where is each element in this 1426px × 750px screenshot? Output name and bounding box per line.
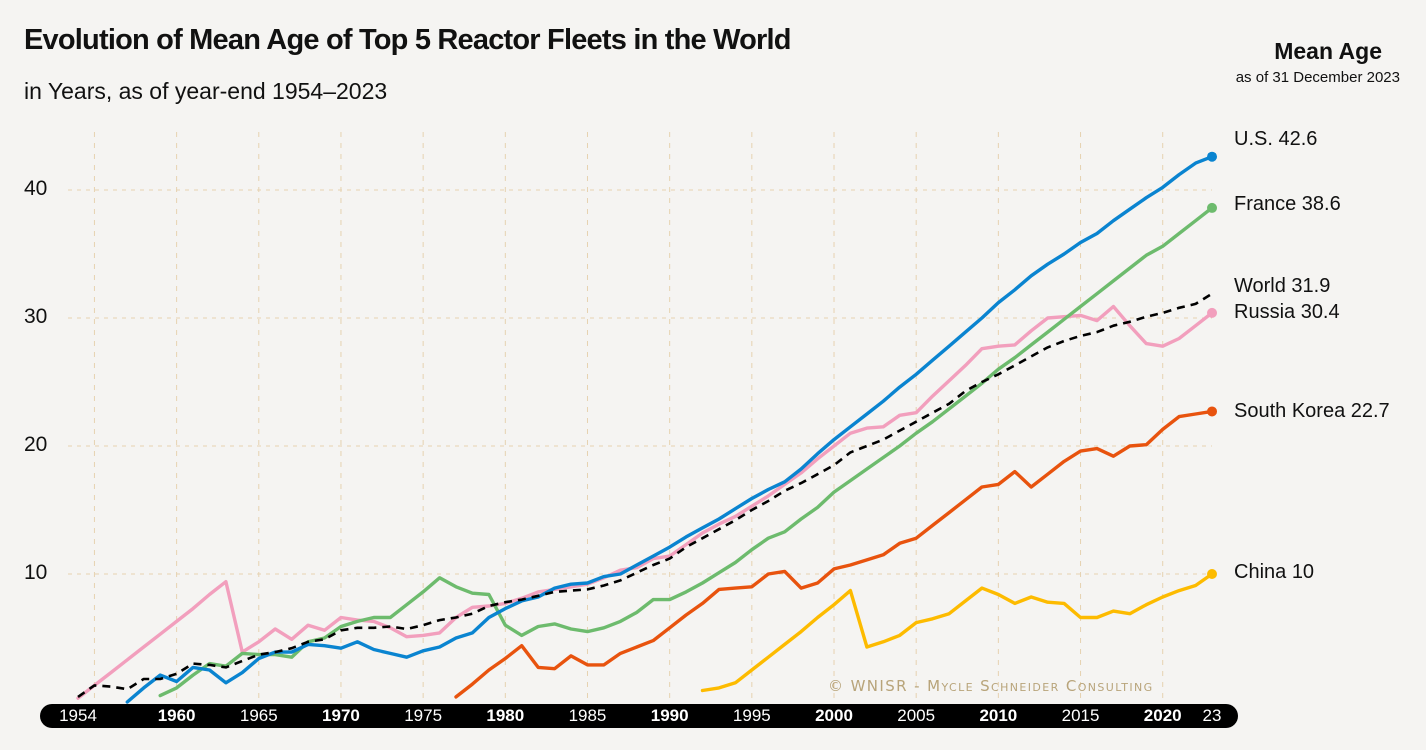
x-tick-label: 1985: [568, 706, 607, 725]
series-end-dot-china: [1207, 569, 1218, 579]
chart-subtitle: in Years, as of year-end 1954–2023: [24, 78, 388, 104]
x-tick-label: 1990: [650, 706, 689, 725]
mean-age-header: Mean Age: [1274, 38, 1382, 64]
x-tick-label: 1954: [59, 706, 97, 725]
x-tick-label: 2005: [897, 706, 936, 725]
series-line-france: [158, 206, 1214, 698]
end-label-china: China 10: [1234, 561, 1315, 583]
end-label-south-korea: South Korea 22.7: [1234, 400, 1390, 422]
copyright: © WNISR - Mycle Schneider Consulting: [828, 677, 1154, 695]
y-tick-label: 40: [24, 177, 48, 200]
x-tick-label: 1960: [157, 706, 196, 725]
y-tick-label: 20: [24, 433, 48, 456]
x-tick-label: 2015: [1061, 706, 1100, 725]
end-label-us: U.S. 42.6: [1234, 128, 1318, 150]
end-label-russia: Russia 30.4: [1234, 301, 1340, 323]
x-tick-label: 2010: [979, 706, 1018, 725]
x-tick-label: 1970: [322, 706, 360, 725]
x-tick-label: 1980: [486, 706, 525, 725]
series-end-dot-france: [1207, 202, 1218, 213]
x-tick-label: 2020: [1143, 706, 1182, 725]
x-tick-label: 1995: [732, 706, 771, 725]
end-label-world: World 31.9: [1234, 275, 1331, 297]
series-end-dot-russia: [1207, 307, 1218, 318]
x-tick-label: 1965: [239, 706, 278, 725]
mean-age-subtitle: as of 31 December 2023: [1235, 69, 1400, 86]
series-line-china: [700, 572, 1214, 693]
series-line-world: [77, 292, 1213, 698]
end-label-france: France 38.6: [1234, 193, 1341, 215]
chart-title: Evolution of Mean Age of Top 5 Reactor F…: [24, 24, 792, 56]
y-tick-label: 10: [24, 561, 48, 584]
x-tick-label: 2000: [815, 706, 853, 725]
series-end-dot-south-korea: [1207, 406, 1218, 417]
series-end-dot-u-s: [1207, 151, 1218, 162]
y-tick-label: 30: [24, 305, 48, 328]
x-tick-label: 23: [1202, 706, 1222, 725]
series-line-south-korea: [454, 409, 1214, 699]
series-line-u-s: [125, 154, 1214, 704]
x-axis-bar: [40, 704, 1238, 728]
series-line-russia: [76, 304, 1214, 700]
x-tick-label: 1975: [404, 706, 443, 725]
